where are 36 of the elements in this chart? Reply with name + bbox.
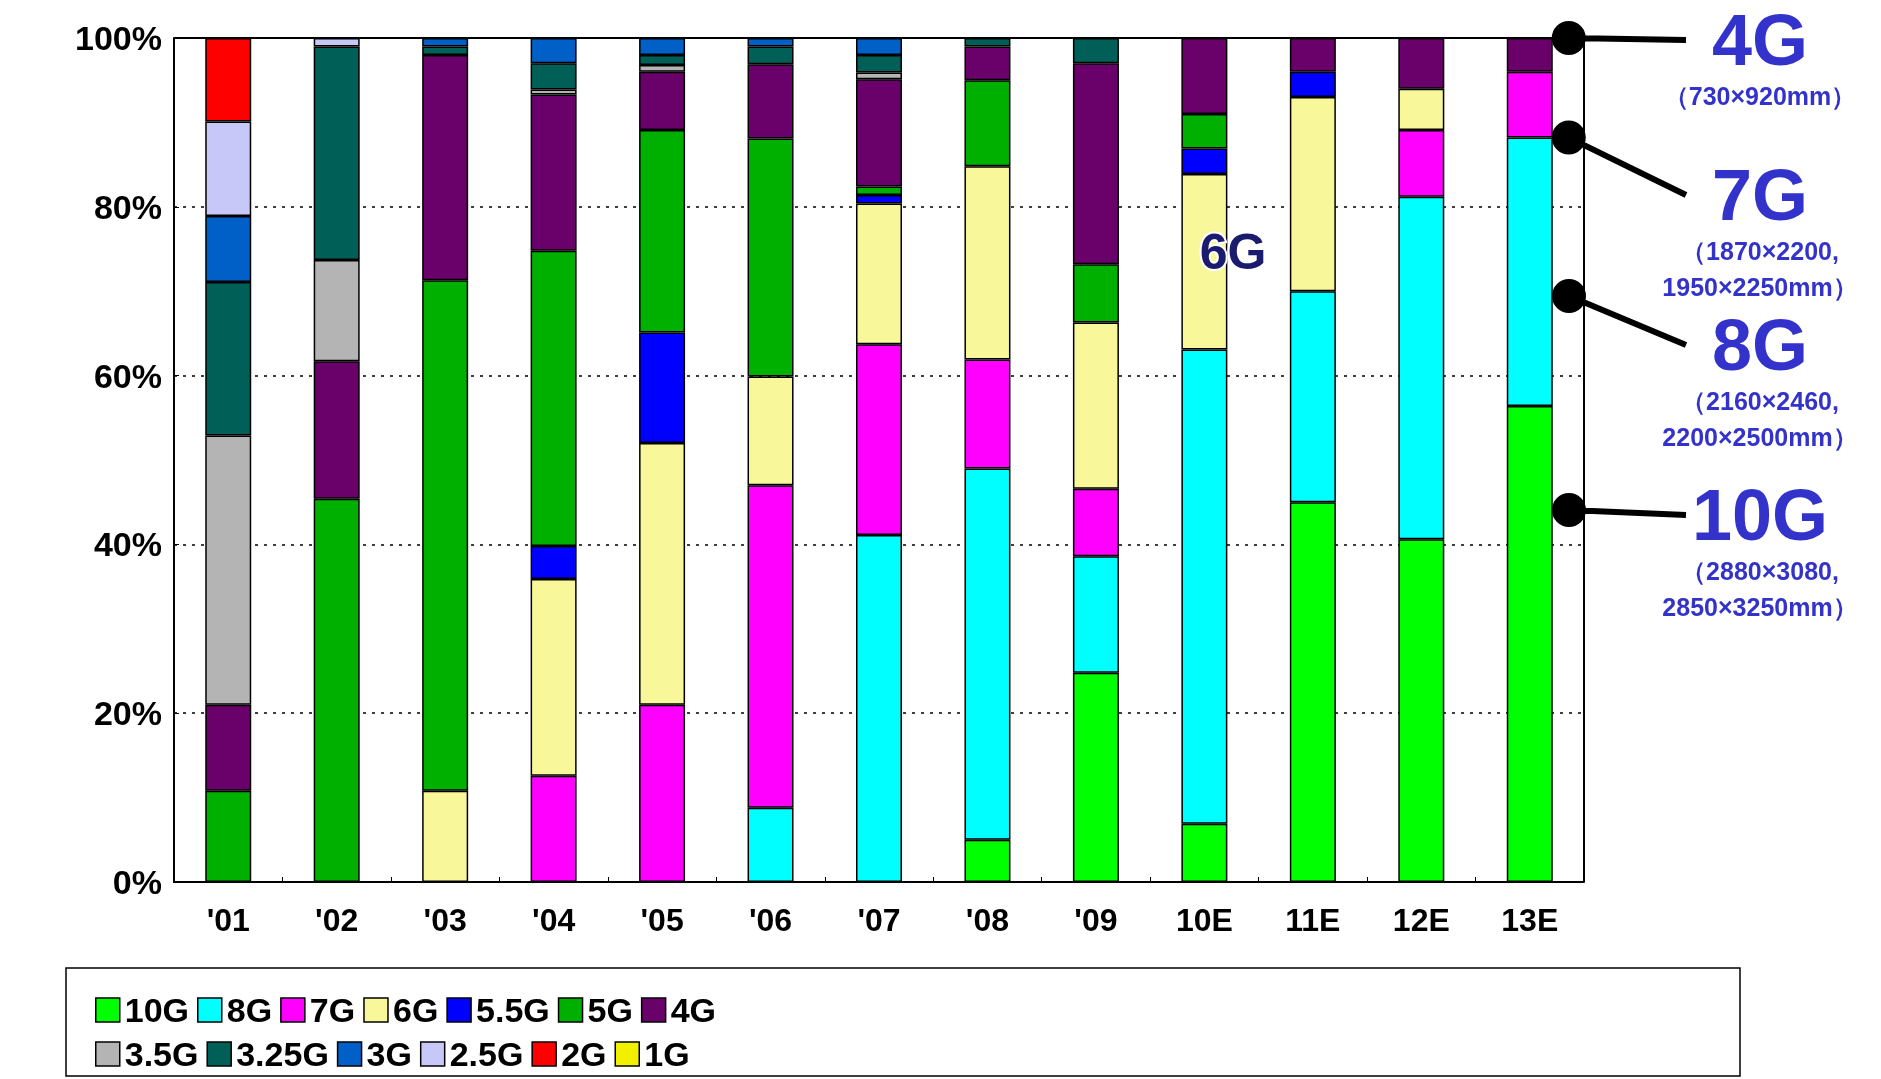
x-tick-label: '06 [748, 902, 793, 938]
legend-label: 1G [644, 1035, 690, 1073]
x-tick-label: 10E [1175, 902, 1233, 938]
x-tick-label: '03 [423, 902, 467, 938]
x-tick-label: '07 [857, 902, 901, 938]
y-tick-label: 20% [93, 694, 162, 733]
y-tick-label: 40% [93, 525, 162, 564]
legend-label: 3.5G [124, 1035, 199, 1073]
legend-label: 5.5G [476, 991, 550, 1029]
x-tick-label: 12E [1392, 902, 1450, 938]
legend-label: 4G [670, 991, 717, 1029]
legend-label: 8G [226, 991, 273, 1029]
text: 10G （2880×3080, 2850×3250mm） [1662, 475, 1858, 621]
annotation: 4G （730×920mm） [1663, 0, 1857, 110]
x-tick-label: '02 [315, 902, 359, 938]
y-tick-label: 100% [75, 19, 162, 57]
x-tick-label: 11E [1285, 902, 1341, 938]
text: 8G （2160×2460, 2200×2500mm） [1662, 305, 1858, 451]
legend-label: 3.25G [236, 1035, 329, 1073]
legend-label: 5G [587, 991, 633, 1029]
x-tick-label: '08 [965, 902, 1010, 938]
legend-label: 2G [561, 1035, 607, 1073]
legend-label: 10G [124, 991, 190, 1029]
legend-label: 7G [309, 991, 356, 1029]
y-tick-label: 80% [93, 187, 162, 226]
x-tick-label: 13E [1501, 902, 1559, 938]
x-tick-label: '05 [640, 902, 684, 938]
annotation: 7G （1870×2200, 1950×2250mm） [1662, 155, 1858, 301]
x-tick-label: '01 [206, 902, 250, 938]
y-tick-label: 60% [93, 356, 162, 395]
y-tick-label: 0% [112, 863, 162, 901]
legend-label: 2.5G [449, 1035, 524, 1073]
legend-label: 3G [366, 1035, 412, 1073]
x-tick-label: '09 [1074, 902, 1118, 938]
x-tick-label: '04 [532, 902, 576, 938]
legend-label: 6G [392, 991, 439, 1029]
